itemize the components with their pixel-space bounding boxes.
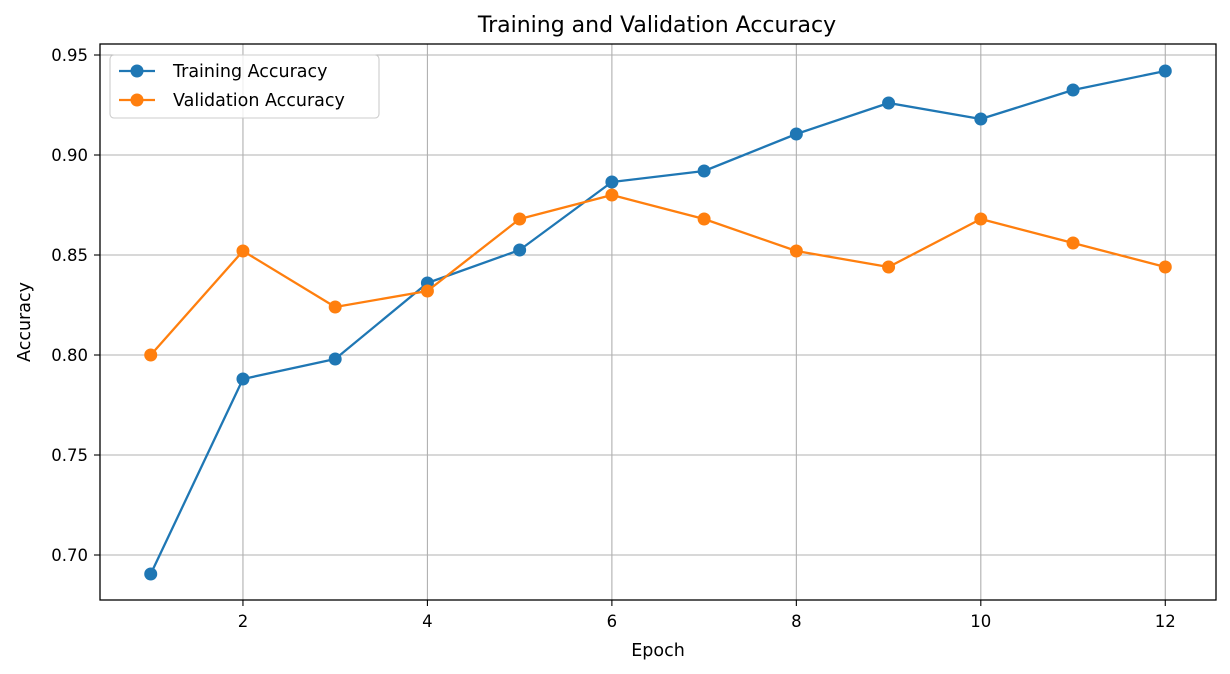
series-validation bbox=[144, 188, 1172, 362]
series-layer bbox=[144, 64, 1172, 581]
data-point bbox=[789, 127, 803, 141]
data-point bbox=[1158, 64, 1172, 78]
data-point bbox=[328, 300, 342, 314]
legend-item: Validation Accuracy bbox=[119, 91, 345, 111]
data-point bbox=[513, 243, 527, 257]
data-point bbox=[882, 260, 896, 274]
chart-title: Training and Validation Accuracy bbox=[477, 13, 836, 38]
data-point bbox=[420, 284, 434, 298]
x-axis-label: Epoch bbox=[631, 641, 685, 661]
x-tick-label: 8 bbox=[791, 612, 802, 631]
x-tick-label: 2 bbox=[238, 612, 249, 631]
data-point bbox=[882, 96, 896, 110]
series-training bbox=[144, 64, 1172, 581]
y-tick-label: 0.75 bbox=[51, 446, 88, 465]
x-tick-label: 6 bbox=[607, 612, 618, 631]
data-point bbox=[697, 164, 711, 178]
data-point bbox=[328, 352, 342, 366]
y-tick-label: 0.80 bbox=[51, 346, 88, 365]
data-point bbox=[236, 244, 250, 258]
data-point bbox=[605, 175, 619, 189]
x-tick-label: 12 bbox=[1155, 612, 1176, 631]
legend-box bbox=[109, 54, 380, 119]
legend-item: Training Accuracy bbox=[119, 62, 328, 82]
grid bbox=[100, 44, 1216, 600]
legend: Training Accuracy Validation Accuracy bbox=[109, 54, 380, 119]
data-point bbox=[1066, 236, 1080, 250]
plot-frame bbox=[99, 43, 1217, 601]
y-tick-label: 0.85 bbox=[51, 246, 88, 265]
data-point bbox=[144, 567, 158, 581]
legend-marker bbox=[130, 93, 144, 107]
y-tick-label: 0.90 bbox=[51, 146, 88, 165]
series-line bbox=[149, 193, 1166, 356]
y-tick-label: 0.95 bbox=[51, 46, 88, 65]
data-point bbox=[974, 112, 988, 126]
legend-marker bbox=[130, 64, 144, 78]
axis-ticks: 2 4 6 8 10 12 0.70 0.75 0.80 0.85 0.90 0.95 bbox=[51, 46, 1176, 631]
data-point bbox=[513, 212, 527, 226]
y-axis-label: Accuracy bbox=[15, 282, 35, 362]
data-point bbox=[1158, 260, 1172, 274]
x-tick-label: 4 bbox=[422, 612, 433, 631]
data-point bbox=[974, 212, 988, 226]
legend-label: Training Accuracy bbox=[172, 62, 328, 82]
series-line bbox=[149, 69, 1166, 575]
data-point bbox=[144, 348, 158, 362]
data-point bbox=[789, 244, 803, 258]
data-point bbox=[605, 188, 619, 202]
data-point bbox=[697, 212, 711, 226]
data-point bbox=[236, 372, 250, 386]
data-point bbox=[1066, 83, 1080, 97]
legend-label: Validation Accuracy bbox=[173, 91, 345, 111]
y-tick-label: 0.70 bbox=[51, 546, 88, 565]
x-tick-label: 10 bbox=[970, 612, 991, 631]
